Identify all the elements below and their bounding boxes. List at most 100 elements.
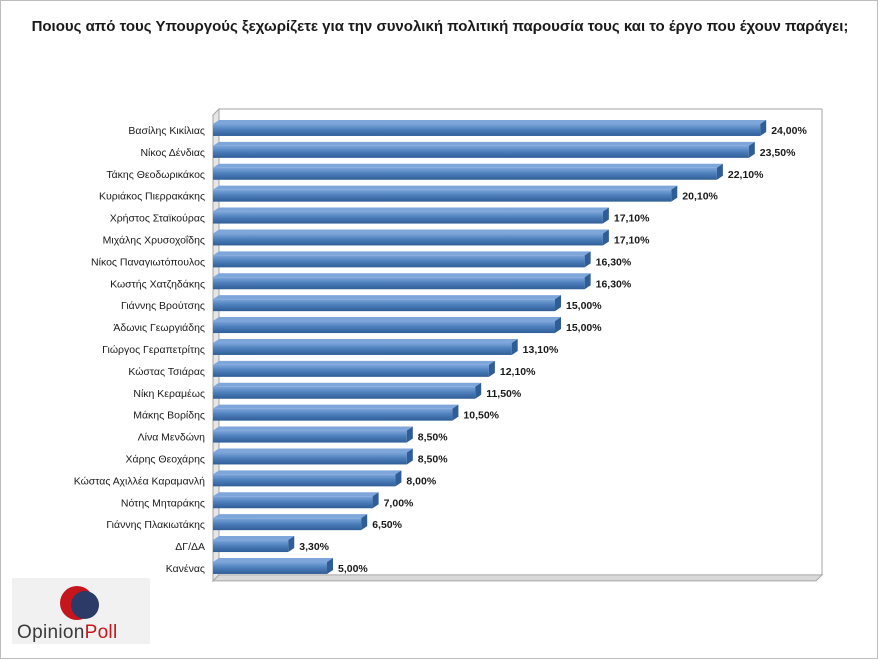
bar-top-face: [213, 448, 413, 453]
bar: [213, 404, 459, 421]
logo-text-accent: Poll: [84, 622, 118, 643]
value-label: 3,30%: [299, 541, 329, 553]
category-label: Μάκης Βορίδης: [133, 410, 205, 422]
bar-front-face: [213, 167, 717, 180]
bar-front-face: [213, 561, 327, 574]
category-label: Κανένας: [166, 563, 205, 575]
opinionpoll-logo: OpinionPoll: [12, 578, 150, 644]
value-label: 20,10%: [682, 191, 718, 203]
bar-front-face: [213, 189, 672, 202]
bar-end-face: [327, 557, 333, 574]
category-label: ΔΓ/ΔΑ: [175, 541, 205, 553]
bar-end-face: [671, 185, 678, 202]
bar: [213, 229, 609, 246]
bar-end-face: [584, 251, 591, 268]
bar-end-face: [395, 470, 402, 487]
bar: [213, 119, 767, 136]
category-label: Νότης Μηταράκης: [121, 497, 205, 509]
bar-top-face: [213, 360, 495, 365]
bar-top-face: [213, 251, 591, 256]
chart-title: Ποιους από τους Υπουργούς ξεχωρίζετε για…: [31, 18, 849, 35]
bar-end-face: [602, 207, 609, 224]
bar: [213, 426, 413, 443]
value-label: 24,00%: [771, 125, 807, 137]
plot-floor: [211, 574, 824, 582]
value-label: 8,50%: [418, 453, 448, 465]
bar: [213, 295, 561, 312]
bar-front-face: [213, 408, 453, 421]
bar-top-face: [213, 229, 609, 234]
bar: [213, 338, 518, 355]
category-label: Κώστας Τσιάρας: [128, 366, 205, 378]
bar: [213, 141, 755, 158]
category-label: Νίκη Κεραμέως: [133, 388, 205, 400]
bar-top-face: [213, 273, 591, 278]
category-label: Κώστας Αχιλλέα Καραμανλή: [74, 475, 205, 487]
bar-front-face: [213, 474, 396, 487]
category-label: Γιάννης Βρούτσης: [121, 300, 205, 312]
bar-end-face: [748, 141, 755, 158]
value-label: 10,50%: [463, 410, 499, 422]
bar-top-face: [213, 119, 767, 124]
bar-top-face: [213, 382, 482, 387]
bar: [213, 163, 723, 180]
bar-top-face: [213, 185, 678, 190]
bar-front-face: [213, 321, 555, 334]
bar-top-face: [213, 557, 333, 562]
bar-front-face: [213, 430, 407, 443]
bar-end-face: [372, 492, 379, 509]
value-label: 16,30%: [596, 256, 632, 268]
logo-text: OpinionPoll: [17, 622, 117, 644]
bar: [213, 207, 609, 224]
bar-end-face: [475, 382, 482, 399]
bar: [213, 317, 561, 334]
bar-front-face: [213, 233, 603, 246]
value-label: 7,00%: [384, 497, 414, 509]
bar-front-face: [213, 211, 603, 224]
category-label: Γιάννης Πλακιωτάκης: [106, 519, 205, 531]
bar-front-face: [213, 123, 761, 136]
bar-front-face: [213, 364, 489, 377]
bar-top-face: [213, 426, 413, 431]
value-label: 17,10%: [614, 234, 650, 246]
bar-end-face: [555, 295, 561, 312]
bar-top-face: [213, 317, 561, 322]
bar: [213, 273, 591, 290]
value-label: 13,10%: [523, 344, 559, 356]
bar-end-face: [602, 229, 609, 246]
value-label: 15,00%: [566, 322, 602, 334]
value-label: 8,00%: [406, 475, 436, 487]
bar-front-face: [213, 255, 585, 268]
category-label: Κυριάκος Πιερρακάκης: [99, 191, 205, 203]
bar: [213, 514, 368, 531]
bar-end-face: [361, 514, 368, 531]
bar-front-face: [213, 496, 373, 509]
bar-front-face: [213, 342, 512, 355]
bar-top-face: [213, 141, 755, 146]
value-label: 16,30%: [596, 278, 632, 290]
category-label: Χρήστος Σταϊκούρας: [110, 213, 205, 225]
bar-front-face: [213, 386, 476, 399]
bar-top-face: [213, 295, 561, 300]
bar-end-face: [555, 317, 561, 334]
bar: [213, 536, 295, 553]
category-label: Βασίλης Κικίλιας: [128, 125, 205, 137]
bar-front-face: [213, 518, 362, 531]
bar-end-face: [488, 360, 495, 377]
bar-top-face: [213, 163, 723, 168]
bar: [213, 185, 678, 202]
bar-end-face: [760, 119, 767, 136]
bar-end-face: [452, 404, 459, 421]
value-label: 12,10%: [500, 366, 536, 378]
value-label: 5,00%: [338, 563, 368, 575]
bar-top-face: [213, 338, 518, 343]
bar: [213, 382, 482, 399]
value-label: 22,10%: [728, 169, 764, 181]
category-label: Μιχάλης Χρυσοχοΐδης: [103, 234, 205, 246]
bar-end-face: [406, 448, 413, 465]
bar-end-face: [584, 273, 591, 290]
category-label: Νίκος Παναγιωτόπουλος: [91, 256, 205, 268]
bar-top-face: [213, 207, 609, 212]
